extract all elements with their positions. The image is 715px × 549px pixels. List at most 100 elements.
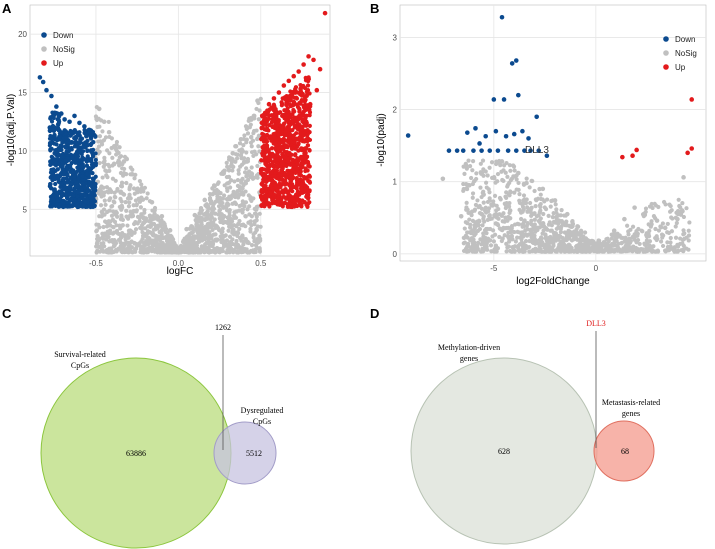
cloud-point: [153, 241, 158, 246]
cloud-point: [491, 239, 497, 244]
data-point-up: [689, 146, 695, 151]
data-point-nosig: [192, 212, 198, 218]
cloud-point: [590, 241, 595, 246]
x-tick-label: -0.5: [89, 259, 103, 268]
data-point-down: [536, 148, 542, 153]
cloud-point: [649, 222, 654, 227]
cloud-point: [111, 241, 117, 246]
cloud-point: [61, 204, 66, 209]
cloud-point: [510, 245, 515, 250]
data-point-nosig: [212, 183, 217, 189]
cloud-point: [687, 220, 692, 225]
cloud-point: [622, 239, 627, 244]
cloud-point: [505, 245, 510, 250]
cloud-point: [107, 187, 112, 192]
data-point-up: [302, 115, 308, 121]
cloud-point: [94, 229, 99, 234]
cloud-point: [531, 240, 536, 245]
cloud-point: [254, 106, 259, 112]
cloud-point: [159, 231, 164, 237]
cloud-point: [532, 188, 537, 194]
cloud-point: [88, 167, 93, 172]
cloud-point: [59, 130, 64, 135]
cloud-point: [60, 192, 65, 197]
cloud-point: [297, 172, 302, 177]
cloud-point: [265, 200, 270, 206]
cloud-point: [609, 232, 614, 237]
cloud-point: [290, 128, 295, 133]
cloud-point: [221, 214, 226, 219]
data-point-down: [501, 97, 507, 102]
cloud-point: [284, 175, 289, 180]
cloud-point: [550, 246, 555, 251]
legend-marker-up: [663, 64, 669, 70]
cloud-point: [239, 180, 244, 185]
cloud-point: [537, 203, 543, 208]
cloud-point: [298, 114, 303, 119]
data-point-nosig: [564, 211, 570, 217]
cloud-point: [240, 233, 245, 238]
cloud-point: [64, 200, 69, 205]
cloud-point: [76, 176, 81, 181]
cloud-point: [498, 227, 504, 232]
cloud-point: [54, 191, 60, 196]
cloud-point: [82, 185, 87, 190]
cloud-point: [75, 194, 80, 199]
data-point-nosig: [524, 180, 529, 186]
cloud-point: [462, 226, 467, 231]
cloud-point: [284, 102, 289, 107]
data-point-nosig: [458, 213, 464, 219]
cloud-point: [595, 249, 600, 254]
cloud-point: [293, 153, 298, 158]
data-point-nosig: [499, 159, 505, 164]
cloud-point: [604, 245, 609, 250]
cloud-point: [512, 190, 517, 195]
cloud-point: [279, 125, 285, 130]
cloud-point: [96, 116, 101, 121]
data-point-down: [57, 134, 62, 140]
data-point-up: [307, 101, 313, 107]
data-point-nosig: [230, 150, 236, 156]
cloud-point: [186, 250, 191, 255]
cloud-point: [275, 120, 280, 126]
cloud-point: [296, 178, 302, 184]
cloud-point: [480, 223, 485, 228]
cloud-point: [551, 219, 557, 224]
cloud-point: [102, 198, 107, 203]
cloud-point: [540, 242, 545, 248]
cloud-point: [307, 147, 312, 153]
cloud-point: [237, 226, 242, 232]
cloud-point: [487, 190, 492, 195]
cloud-point: [242, 133, 247, 138]
data-point-nosig: [248, 115, 254, 121]
cloud-point: [517, 192, 522, 197]
cloud-point: [558, 230, 564, 235]
cloud-point: [635, 231, 640, 236]
cloud-point: [55, 167, 60, 172]
legend-label-up: Up: [53, 59, 64, 68]
cloud-point: [524, 197, 529, 202]
data-point-nosig: [681, 175, 686, 180]
cloud-point: [466, 210, 471, 216]
cloud-point: [535, 225, 540, 230]
cloud-point: [198, 208, 203, 213]
cloud-point: [299, 182, 305, 187]
cloud-point: [279, 100, 284, 105]
cloud-point: [258, 224, 263, 229]
cloud-point: [483, 208, 488, 213]
cloud-point: [463, 220, 468, 225]
cloud-point: [158, 223, 163, 228]
cloud-point: [463, 233, 469, 238]
cloud-point: [59, 144, 64, 149]
cloud-point: [628, 227, 633, 232]
cloud-point: [240, 148, 245, 154]
cloud-point: [298, 138, 303, 143]
cloud-point: [111, 209, 116, 214]
cloud-point: [67, 192, 73, 197]
cloud-point: [303, 97, 308, 102]
cloud-point: [276, 191, 281, 196]
cloud-point: [221, 242, 227, 247]
cloud-point: [640, 229, 645, 234]
cloud-point: [496, 216, 501, 221]
data-point-down: [483, 133, 488, 139]
